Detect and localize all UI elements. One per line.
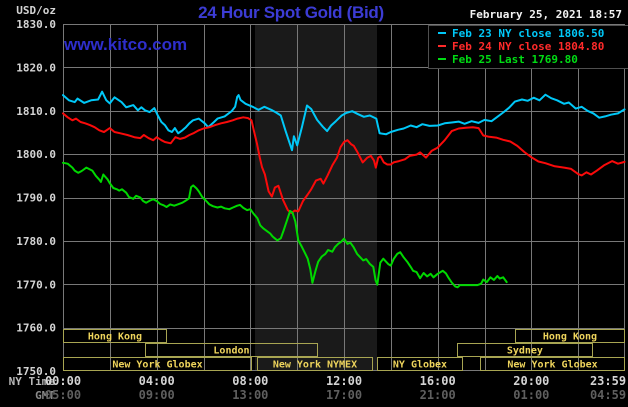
x-tick-gmt: 13:00	[232, 388, 268, 402]
session-box	[480, 357, 625, 371]
session-label: London	[213, 346, 249, 357]
x-tick-gmt: 01:00	[513, 388, 549, 402]
y-tick-label: 1770.0	[16, 278, 56, 291]
session-label: Hong Kong	[88, 332, 142, 343]
gridlines	[63, 24, 625, 371]
session-box	[63, 329, 167, 343]
session-label: New York Globex	[507, 360, 597, 371]
x-tick-ny: 12:00	[326, 374, 362, 388]
market-session-rows: Hong Kong Hong Kong London Sydney New York G…	[63, 329, 625, 371]
series-line-feb-23	[62, 90, 626, 152]
session-label: Hong Kong	[543, 332, 597, 343]
session-box	[257, 357, 373, 371]
y-tick-label: 1810.0	[16, 105, 56, 118]
feb24-line-swatch	[438, 45, 446, 47]
x-tick-ny: 08:00	[232, 374, 268, 388]
chart-title: 24 Hour Spot Gold (Bid)	[198, 3, 384, 22]
x-tick-gmt: 21:00	[420, 388, 456, 402]
session-box	[377, 357, 463, 371]
legend-box: Feb 23 NY close 1806.50 Feb 24 NY close …	[428, 25, 628, 69]
legend-item-feb25: Feb 25 Last 1769.80	[429, 53, 628, 66]
y-tick-label: 1800.0	[16, 148, 56, 161]
y-axis-labels: 1830.0 1820.0 1810.0 1800.0 1790.0 1780.0 1770…	[16, 18, 56, 378]
legend-label-feb23: Feb 23 NY close 1806.50	[452, 27, 605, 40]
series-line-feb-25	[62, 161, 508, 289]
y-axis-unit-label: USD/oz	[16, 4, 56, 17]
y-tick-label: 1830.0	[16, 18, 56, 31]
x-tick-ny: 23:59	[590, 374, 626, 388]
x-tick-gmt: 05:00	[45, 388, 81, 402]
x-tick-gmt: 17:00	[326, 388, 362, 402]
legend-label-feb24: Feb 24 NY close 1804.80	[452, 40, 605, 53]
session-box	[515, 329, 625, 343]
session-box	[63, 357, 252, 371]
y-tick-label: 1750.0	[16, 365, 56, 378]
session-label: NY Globex	[393, 360, 447, 371]
nymex-floor-session-band	[255, 24, 378, 371]
kitco-watermark-link[interactable]: www.kitco.com	[64, 35, 188, 54]
x-tick-gmt: 04:59	[590, 388, 626, 402]
chart-datetime: February 25, 2021 18:57	[469, 8, 622, 21]
x-tick-ny: 00:00	[45, 374, 81, 388]
legend-item-feb23: Feb 23 NY close 1806.50	[429, 27, 628, 40]
y-tick-label: 1820.0	[16, 61, 56, 74]
x-tick-gmt: 09:00	[139, 388, 175, 402]
legend-item-feb24: Feb 24 NY close 1804.80	[429, 40, 628, 53]
x-tick-ny: 16:00	[420, 374, 456, 388]
x-axis-caption-ny: NY Time	[9, 375, 56, 388]
session-label: New York Globex	[112, 360, 202, 371]
series-line-feb-24	[62, 112, 626, 215]
session-label: Sydney	[507, 346, 543, 357]
feb23-line-swatch	[438, 32, 446, 34]
feb25-line-swatch	[438, 58, 446, 60]
y-tick-label: 1780.0	[16, 235, 56, 248]
legend-label-feb25: Feb 25 Last 1769.80	[452, 53, 578, 66]
x-axis-caption-gmt: GMT	[35, 389, 55, 402]
y-tick-label: 1760.0	[16, 322, 56, 335]
session-label: New York NYMEX	[273, 360, 357, 371]
x-tick-ny: 04:00	[139, 374, 175, 388]
y-tick-label: 1790.0	[16, 192, 56, 205]
session-box	[145, 343, 318, 357]
x-tick-ny: 20:00	[513, 374, 549, 388]
session-box	[457, 343, 593, 357]
